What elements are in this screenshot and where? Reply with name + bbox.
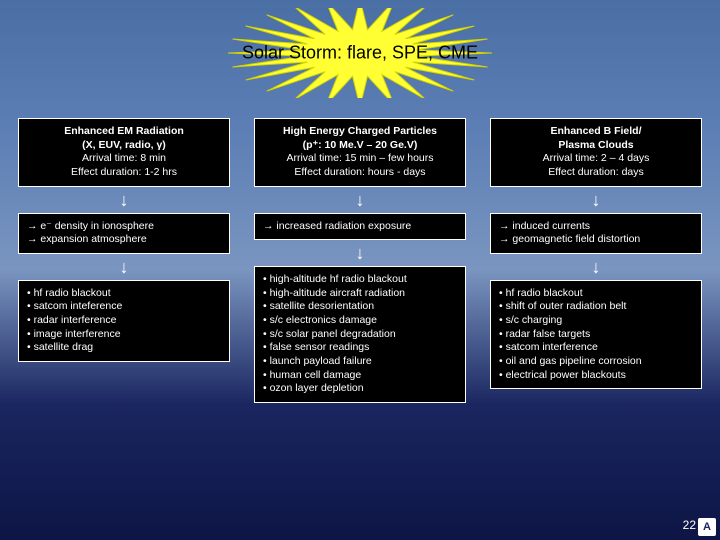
header-line: Enhanced EM Radiation [27,125,221,139]
effects-box: induced currentsgeomagnetic field distor… [490,213,702,254]
impact-item: satellite desorientation [263,300,457,314]
effect-item: geomagnetic field distortion [499,233,693,247]
header-subline: Effect duration: 1-2 hrs [27,166,221,180]
impact-item: false sensor readings [263,341,457,355]
page-title: Solar Storm: flare, SPE, CME [242,43,478,64]
impacts-list: hf radio blackoutshift of outer radiatio… [499,287,693,382]
impact-item: ozon layer depletion [263,382,457,396]
arrow-down-icon: ↓ [356,244,365,262]
impact-item: hf radio blackout [499,287,693,301]
header-subline: Arrival time: 15 min – few hours [263,152,457,166]
effect-item: increased radiation exposure [263,220,457,234]
effects-list: induced currentsgeomagnetic field distor… [499,220,693,247]
header-box: Enhanced EM Radiation(X, EUV, radio, γ)A… [18,118,230,187]
impact-item: radar false targets [499,328,693,342]
impact-item: shift of outer radiation belt [499,300,693,314]
column-2: Enhanced B Field/Plasma CloudsArrival ti… [490,118,702,403]
impact-item: radar interference [27,314,221,328]
column-0: Enhanced EM Radiation(X, EUV, radio, γ)A… [18,118,230,403]
impacts-box: high-altitude hf radio blackouthigh-alti… [254,266,466,403]
impact-item: electrical power blackouts [499,369,693,383]
diagram-grid: Enhanced EM Radiation(X, EUV, radio, γ)A… [18,118,702,403]
impact-item: human cell damage [263,369,457,383]
impact-item: s/c charging [499,314,693,328]
impact-item: launch payload failure [263,355,457,369]
title-starburst: Solar Storm: flare, SPE, CME [180,8,540,98]
header-line: High Energy Charged Particles [263,125,457,139]
header-subline: Arrival time: 8 min [27,152,221,166]
impact-item: hf radio blackout [27,287,221,301]
header-box: Enhanced B Field/Plasma CloudsArrival ti… [490,118,702,187]
effects-list: increased radiation exposure [263,220,457,234]
arrow-down-icon: ↓ [592,191,601,209]
effect-item: induced currents [499,220,693,234]
arrow-down-icon: ↓ [120,191,129,209]
header-box: High Energy Charged Particles(p⁺: 10 Me.… [254,118,466,187]
effects-box: increased radiation exposure [254,213,466,241]
header-line: Plasma Clouds [499,139,693,153]
impact-item: satellite drag [27,341,221,355]
impact-item: oil and gas pipeline corrosion [499,355,693,369]
impact-item: image interference [27,328,221,342]
impact-item: satcom inteference [27,300,221,314]
logo-icon: A [698,518,716,536]
header-subline: Effect duration: hours - days [263,166,457,180]
effects-list: e⁻ density in ionosphereexpansion atmosp… [27,220,221,247]
effect-item: expansion atmosphere [27,233,221,247]
header-line: (p⁺: 10 Me.V – 20 Ge.V) [263,139,457,153]
arrow-down-icon: ↓ [120,258,129,276]
impact-item: high-altitude hf radio blackout [263,273,457,287]
impact-item: satcom interference [499,341,693,355]
impacts-list: high-altitude hf radio blackouthigh-alti… [263,273,457,396]
column-1: High Energy Charged Particles(p⁺: 10 Me.… [254,118,466,403]
effect-item: e⁻ density in ionosphere [27,220,221,234]
impact-item: s/c electronics damage [263,314,457,328]
effects-box: e⁻ density in ionosphereexpansion atmosp… [18,213,230,254]
impact-item: high-altitude aircraft radiation [263,287,457,301]
impacts-box: hf radio blackoutshift of outer radiatio… [490,280,702,389]
impacts-box: hf radio blackoutsatcom inteferenceradar… [18,280,230,362]
header-line: Enhanced B Field/ [499,125,693,139]
impact-item: s/c solar panel degradation [263,328,457,342]
arrow-down-icon: ↓ [356,191,365,209]
header-line: (X, EUV, radio, γ) [27,139,221,153]
page-number: 22 [683,518,696,532]
header-subline: Arrival time: 2 – 4 days [499,152,693,166]
arrow-down-icon: ↓ [592,258,601,276]
header-subline: Effect duration: days [499,166,693,180]
impacts-list: hf radio blackoutsatcom inteferenceradar… [27,287,221,355]
